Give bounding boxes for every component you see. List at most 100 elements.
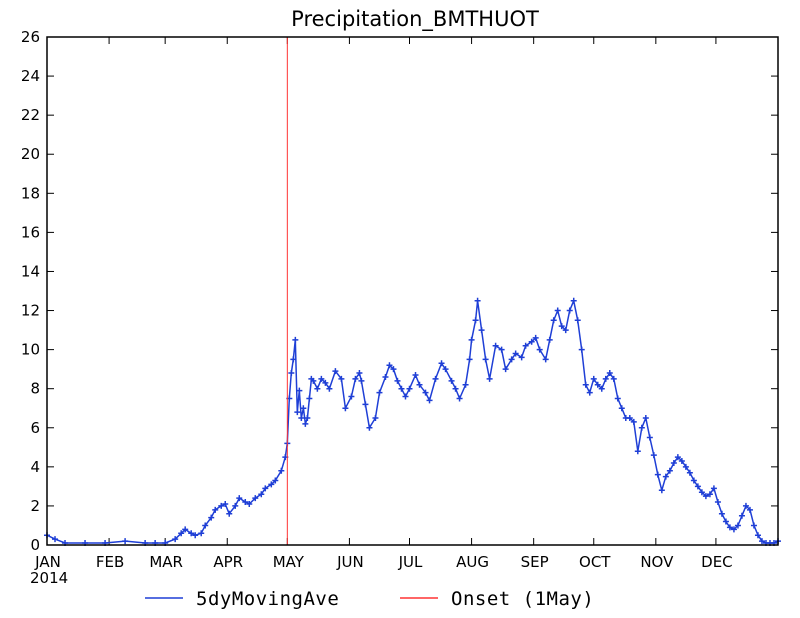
data-point (52, 536, 59, 543)
y-tick-label-12: 24 (21, 67, 40, 85)
y-tick-label-10: 20 (21, 145, 40, 163)
data-point (192, 532, 199, 539)
data-point (690, 477, 697, 484)
data-point (318, 375, 325, 382)
data-point (626, 415, 633, 421)
data-point (456, 395, 463, 402)
x-tick-label-nov: NOV (640, 553, 674, 571)
data-point (642, 415, 649, 421)
chart-title: Precipitation_BMTHUOT (291, 7, 539, 32)
data-point (304, 415, 311, 421)
data-point (472, 317, 479, 324)
data-point (562, 327, 569, 334)
data-point (432, 375, 439, 382)
data-point (686, 469, 693, 476)
data-point (198, 530, 205, 537)
data-point (294, 409, 301, 416)
data-point (402, 393, 409, 400)
data-point (288, 370, 295, 377)
data-point (386, 362, 393, 369)
data-point (422, 389, 429, 396)
data-point (528, 338, 535, 345)
data-point (710, 485, 717, 492)
data-point (342, 405, 349, 412)
data-point (242, 499, 249, 506)
data-point (426, 397, 433, 404)
data-point (398, 385, 405, 392)
data-point (310, 377, 317, 384)
data-point (416, 381, 423, 388)
data-point (452, 385, 459, 392)
data-point (598, 385, 605, 392)
x-tick-label-jun: JUN (336, 553, 364, 571)
data-point (298, 415, 305, 421)
data-point (412, 372, 419, 379)
data-point (252, 495, 259, 502)
data-point (262, 485, 269, 492)
data-point (468, 336, 475, 343)
x-tick-label-feb: FEB (96, 553, 124, 571)
data-point (172, 536, 179, 543)
data-point (448, 377, 455, 384)
data-point (754, 532, 761, 539)
x-axis-year-label: 2014 (30, 569, 68, 587)
data-point (182, 526, 189, 533)
x-tick-label-may: MAY (273, 553, 305, 571)
data-point (272, 477, 279, 484)
data-point (466, 356, 473, 363)
y-tick-label-6: 12 (21, 302, 40, 320)
data-point (178, 530, 185, 537)
plot-frame (46, 36, 779, 546)
data-point (634, 448, 641, 455)
data-point (746, 506, 753, 513)
legend-label-onset: Onset (1May) (451, 588, 594, 610)
data-point (758, 538, 765, 545)
data-point (268, 481, 275, 488)
data-point (566, 307, 573, 314)
y-tick-label-3: 6 (30, 419, 40, 437)
legend-label-5dymovingave: 5dyMovingAve (196, 588, 339, 610)
data-point (670, 459, 677, 466)
data-point (518, 354, 525, 361)
data-point (332, 368, 339, 375)
data-point (382, 373, 389, 380)
data-point (694, 483, 701, 490)
data-point (502, 366, 509, 373)
data-point (614, 395, 621, 402)
data-point (296, 387, 303, 394)
data-point (646, 434, 653, 441)
data-point (698, 489, 705, 496)
data-point (590, 375, 597, 382)
x-tick-label-jan: JAN (34, 553, 61, 571)
data-point (292, 336, 299, 343)
data-point (406, 385, 413, 392)
data-point (532, 334, 539, 341)
y-tick-label-9: 18 (21, 184, 40, 202)
data-point (650, 452, 657, 459)
data-point (314, 385, 321, 392)
x-tick-label-apr: APR (213, 553, 243, 571)
y-tick-label-11: 22 (21, 106, 40, 124)
data-point (682, 463, 689, 470)
legend: 5dyMovingAve Onset (1May) (145, 588, 594, 610)
data-point (570, 297, 577, 304)
data-point (512, 350, 519, 357)
data-point (390, 366, 397, 373)
data-point (352, 375, 359, 382)
data-point (658, 487, 665, 494)
data-point (678, 457, 685, 464)
data-point (356, 370, 363, 377)
data-point (122, 538, 129, 545)
data-point (610, 375, 617, 382)
data-point (486, 375, 493, 382)
data-point (554, 307, 561, 314)
data-point (322, 379, 329, 386)
data-point (302, 420, 309, 427)
data-point (638, 424, 645, 431)
data-point (218, 502, 225, 509)
data-point (478, 327, 485, 334)
data-point (606, 370, 613, 377)
data-point (306, 395, 313, 402)
data-point (442, 366, 449, 373)
